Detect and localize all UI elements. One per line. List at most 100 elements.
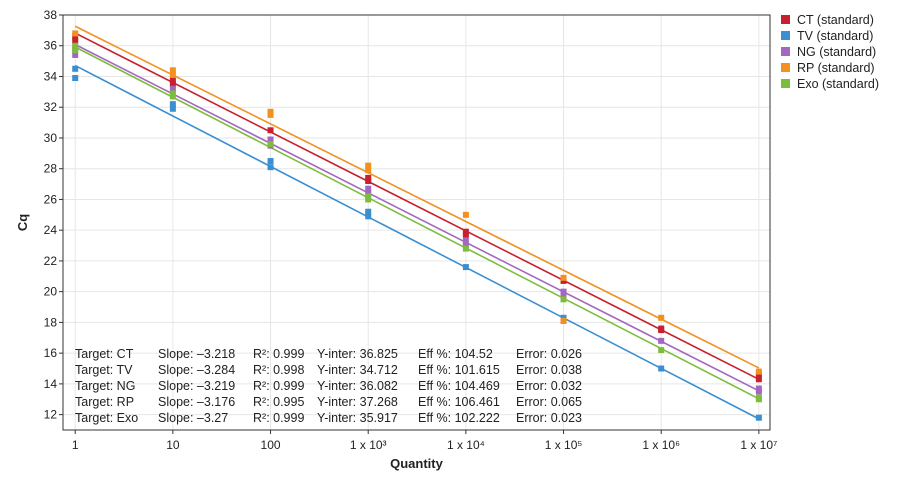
data-point-exo xyxy=(169,90,176,97)
y-axis-title: Cq xyxy=(15,214,30,231)
stat-r2: R²: 0.999 xyxy=(253,347,304,361)
legend-label-tv: TV (standard) xyxy=(797,29,873,43)
data-point-exo xyxy=(72,47,79,54)
data-point-exo xyxy=(169,93,176,100)
data-point-ct xyxy=(267,127,274,134)
data-point-exo xyxy=(755,396,762,403)
y-axis-ticks: 12 14 16 18 20 22 24 26 28 30 32 34 36 38 xyxy=(44,8,63,422)
legend-swatch-ct xyxy=(781,15,790,24)
regression-stats-table: Target: CT Slope: –3.218 R²: 0.999 Y-inter:… xyxy=(75,347,582,425)
stat-slope: Slope: –3.284 xyxy=(158,363,235,377)
x-tick-label: 1 x 10⁷ xyxy=(740,438,777,452)
x-tick-label: 100 xyxy=(261,438,281,452)
data-point-exo xyxy=(365,196,372,203)
legend-swatch-tv xyxy=(781,31,790,40)
data-point-ng xyxy=(462,242,469,249)
fit-line-exo xyxy=(74,46,760,400)
x-tick-label: 1 x 10⁶ xyxy=(642,438,680,452)
data-point-tv xyxy=(658,365,665,372)
y-tick-label: 18 xyxy=(44,315,58,329)
stat-target: Target: RP xyxy=(75,395,134,409)
stat-yinter: Y-inter: 35.917 xyxy=(317,411,398,425)
y-tick-label: 32 xyxy=(44,100,58,114)
data-point-ng xyxy=(560,291,567,298)
data-point-ng xyxy=(169,85,176,92)
stat-slope: Slope: –3.219 xyxy=(158,379,235,393)
fit-lines xyxy=(74,25,760,420)
stat-target: Target: NG xyxy=(75,379,135,393)
stat-slope: Slope: –3.176 xyxy=(158,395,235,409)
stat-r2: R²: 0.999 xyxy=(253,379,304,393)
data-point-ng xyxy=(755,385,762,392)
data-point-ct xyxy=(658,327,665,334)
data-point-tv xyxy=(365,213,372,220)
data-point-rp xyxy=(560,274,567,281)
data-point-rp xyxy=(755,368,762,375)
data-point-ct xyxy=(365,178,372,184)
stat-r2: R²: 0.998 xyxy=(253,363,304,377)
data-point-rp xyxy=(365,162,372,169)
data-point-ng xyxy=(72,51,79,58)
data-point-tv xyxy=(560,314,567,321)
stat-slope: Slope: –3.27 xyxy=(158,411,228,425)
legend-label-exo: Exo (standard) xyxy=(797,77,879,91)
data-point-ng xyxy=(658,337,665,344)
data-point-tv xyxy=(267,164,274,171)
data-point-ct xyxy=(72,33,79,40)
data-point-rp xyxy=(267,108,274,115)
y-tick-label: 34 xyxy=(44,69,58,83)
data-point-exo xyxy=(560,296,567,303)
x-tick-label: 10 xyxy=(166,438,180,452)
data-point-rp xyxy=(462,211,469,218)
x-tick-label: 1 x 10³ xyxy=(350,438,387,452)
legend-label-ng: NG (standard) xyxy=(797,45,876,59)
y-tick-label: 14 xyxy=(44,377,58,391)
stat-eff: Eff %: 106.461 xyxy=(418,395,500,409)
data-point-tv xyxy=(755,414,762,421)
stat-target: Target: Exo xyxy=(75,411,138,425)
y-tick-label: 38 xyxy=(44,8,58,22)
stat-yinter: Y-inter: 36.082 xyxy=(317,379,398,393)
x-axis-title: Quantity xyxy=(390,456,443,471)
data-point-ct xyxy=(169,81,176,88)
data-point-ct xyxy=(462,228,469,235)
data-point-rp xyxy=(169,71,176,78)
stat-eff: Eff %: 104.52 xyxy=(418,347,493,361)
legend-swatch-exo xyxy=(781,79,790,88)
y-tick-label: 36 xyxy=(44,39,58,53)
fit-line-tv xyxy=(74,64,760,420)
data-point-tv xyxy=(462,264,469,271)
x-tick-label: 1 xyxy=(72,438,79,452)
data-point-rp xyxy=(169,67,176,74)
data-point-ng xyxy=(365,185,372,192)
data-point-ng xyxy=(560,288,567,295)
data-point-exo xyxy=(365,193,372,200)
x-axis-ticks: 1 10 100 1 x 10³ 1 x 10⁴ 1 x 10⁵ 1 x 10⁶ 1 x 10… xyxy=(72,430,777,452)
stat-yinter: Y-inter: 37.268 xyxy=(317,395,398,409)
data-point-tv xyxy=(169,101,176,108)
fit-line-rp xyxy=(74,25,760,369)
stat-target: Target: TV xyxy=(75,363,133,377)
data-point-tv xyxy=(72,65,79,72)
y-tick-label: 24 xyxy=(44,223,58,237)
stat-error: Error: 0.065 xyxy=(516,395,582,409)
legend-swatch-rp xyxy=(781,63,790,72)
data-point-ct xyxy=(560,277,567,284)
stat-error: Error: 0.026 xyxy=(516,347,582,361)
y-tick-label: 30 xyxy=(44,131,58,145)
data-point-rp xyxy=(658,314,665,321)
fit-line-ng xyxy=(74,43,760,392)
data-point-exo xyxy=(658,347,665,354)
stat-yinter: Y-inter: 34.712 xyxy=(317,363,398,377)
legend-swatch-ng xyxy=(781,47,790,56)
data-point-ng xyxy=(755,388,762,395)
data-point-tv xyxy=(267,158,274,165)
stat-slope: Slope: –3.218 xyxy=(158,347,235,361)
x-tick-label: 1 x 10⁴ xyxy=(447,438,485,452)
y-tick-label: 16 xyxy=(44,346,58,360)
data-point-tv xyxy=(169,105,176,112)
data-point-ct xyxy=(365,174,372,181)
stat-yinter: Y-inter: 36.825 xyxy=(317,347,398,361)
stat-error: Error: 0.032 xyxy=(516,379,582,393)
